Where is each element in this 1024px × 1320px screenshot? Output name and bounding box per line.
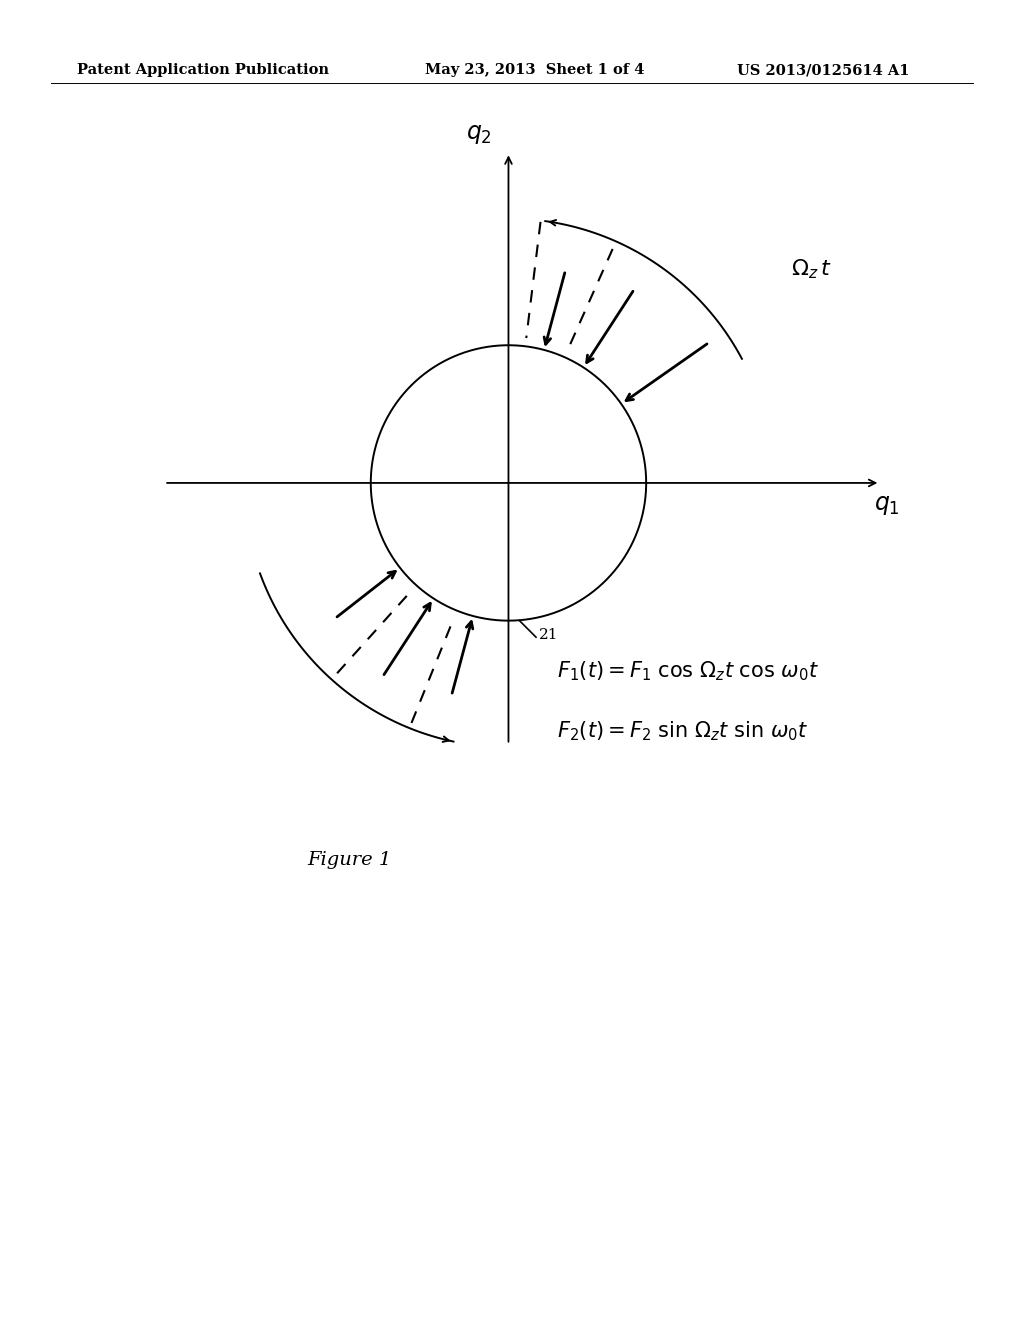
Text: $F_2(t) = F_2\ \sin\,\Omega_z t\ \sin\,\omega_0 t$: $F_2(t) = F_2\ \sin\,\Omega_z t\ \sin\,\… [557, 719, 808, 743]
Text: $F_1(t) = F_1\ \cos\,\Omega_z t\ \cos\,\omega_0 t$: $F_1(t) = F_1\ \cos\,\Omega_z t\ \cos\,\… [557, 659, 819, 682]
Text: $q_1$: $q_1$ [874, 494, 900, 517]
Text: Patent Application Publication: Patent Application Publication [77, 63, 329, 78]
Text: 21: 21 [539, 627, 558, 642]
Text: $q_2$: $q_2$ [466, 123, 492, 145]
Text: US 2013/0125614 A1: US 2013/0125614 A1 [737, 63, 909, 78]
Text: Figure 1: Figure 1 [307, 851, 391, 870]
Text: $\Omega_z\, t$: $\Omega_z\, t$ [791, 257, 831, 281]
Text: May 23, 2013  Sheet 1 of 4: May 23, 2013 Sheet 1 of 4 [425, 63, 644, 78]
